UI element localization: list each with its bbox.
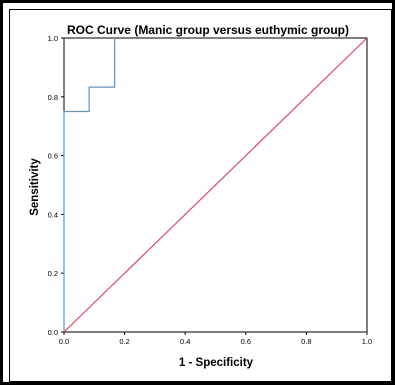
x-tick-label: 1.0 (362, 337, 372, 346)
chart-inner-frame (9, 9, 392, 382)
x-tick-label: 0.0 (59, 337, 69, 346)
y-tick-label: 0.2 (48, 269, 58, 278)
x-tick-label: 0.4 (180, 337, 190, 346)
reference-diagonal-line (63, 37, 368, 333)
x-tick-label: 0.6 (241, 337, 251, 346)
y-tick-label: 1.0 (48, 34, 58, 43)
y-axis-label: Sensitivity (29, 158, 41, 216)
roc-curve-line (63, 38, 116, 332)
y-tick-label: 0.4 (48, 210, 58, 219)
y-tick-label: 0.6 (48, 152, 58, 161)
x-tick-label: 0.2 (119, 337, 129, 346)
y-tick-label: 0.8 (48, 93, 58, 102)
x-axis-label: 1 - Specificity (179, 357, 254, 369)
chart-title: ROC Curve (Manic group versus euthymic g… (67, 23, 349, 37)
axis-ticks: 0.0 0.2 0.4 0.6 0.8 1.0 0.0 0.2 0.4 0.6 0.8 1.0 (48, 34, 373, 346)
series-lines (63, 37, 368, 333)
y-tick-label: 0.0 (48, 328, 58, 337)
x-tick-label: 0.8 (301, 337, 311, 346)
